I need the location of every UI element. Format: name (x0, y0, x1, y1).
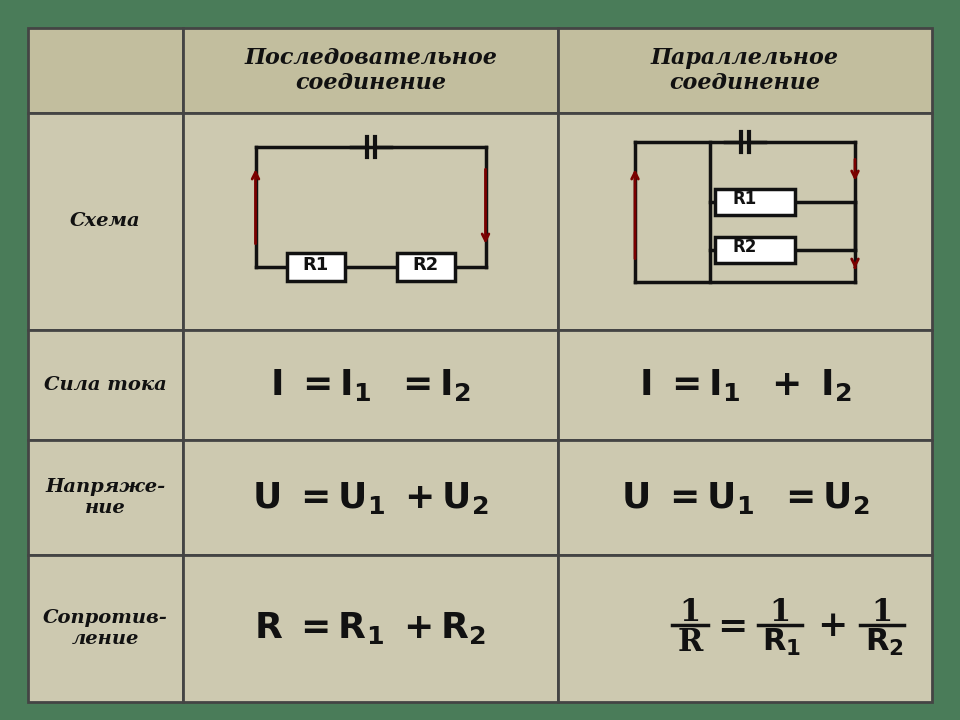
Text: R1: R1 (732, 191, 757, 209)
Bar (715, 189, 795, 215)
Bar (183, 28, 558, 113)
Bar (558, 28, 932, 113)
Text: Сопротив-
ление: Сопротив- ление (43, 609, 168, 648)
Bar (28, 555, 183, 702)
Bar (183, 113, 558, 330)
Text: $\mathbf{I\ =I_1\ \ +\ I_2}$: $\mathbf{I\ =I_1\ \ +\ I_2}$ (638, 367, 852, 403)
Text: 1: 1 (680, 597, 701, 628)
Text: Схема: Схема (70, 212, 141, 230)
Text: R: R (678, 627, 703, 658)
Text: Последовательное
соединение: Последовательное соединение (244, 47, 497, 94)
Text: $\mathbf{U\ =U_1\ +U_2}$: $\mathbf{U\ =U_1\ +U_2}$ (252, 480, 489, 516)
Text: R2: R2 (732, 238, 757, 256)
Bar (558, 440, 932, 555)
Text: $\mathbf{U\ =U_1\ \ =U_2}$: $\mathbf{U\ =U_1\ \ =U_2}$ (621, 480, 869, 516)
Text: $\mathbf{I\ =I_1\ \ =I_2}$: $\mathbf{I\ =I_1\ \ =I_2}$ (270, 367, 471, 403)
Text: 1: 1 (872, 597, 893, 628)
Bar (558, 330, 932, 440)
Bar (558, 113, 932, 330)
Bar (715, 236, 795, 263)
Text: $\mathbf{R\ =R_1\ +R_2}$: $\mathbf{R\ =R_1\ +R_2}$ (254, 611, 487, 647)
Bar (183, 555, 558, 702)
Text: Параллельное
соединение: Параллельное соединение (651, 47, 839, 94)
Bar (28, 440, 183, 555)
Text: $\mathbf{R_1}$: $\mathbf{R_1}$ (762, 627, 802, 658)
Text: =: = (717, 610, 747, 644)
Text: Напряже-
ние: Напряже- ние (45, 478, 166, 517)
Text: R1: R1 (302, 256, 328, 274)
Bar (396, 253, 454, 281)
Bar (28, 330, 183, 440)
Bar (286, 253, 345, 281)
Text: 1: 1 (769, 597, 791, 628)
Bar (28, 113, 183, 330)
Bar (28, 28, 183, 113)
Text: $\mathbf{R_2}$: $\mathbf{R_2}$ (865, 627, 903, 658)
Text: Сила тока: Сила тока (44, 376, 167, 394)
Bar (183, 440, 558, 555)
Text: +: + (817, 610, 847, 644)
Bar (183, 330, 558, 440)
Bar (558, 555, 932, 702)
Text: R2: R2 (413, 256, 439, 274)
